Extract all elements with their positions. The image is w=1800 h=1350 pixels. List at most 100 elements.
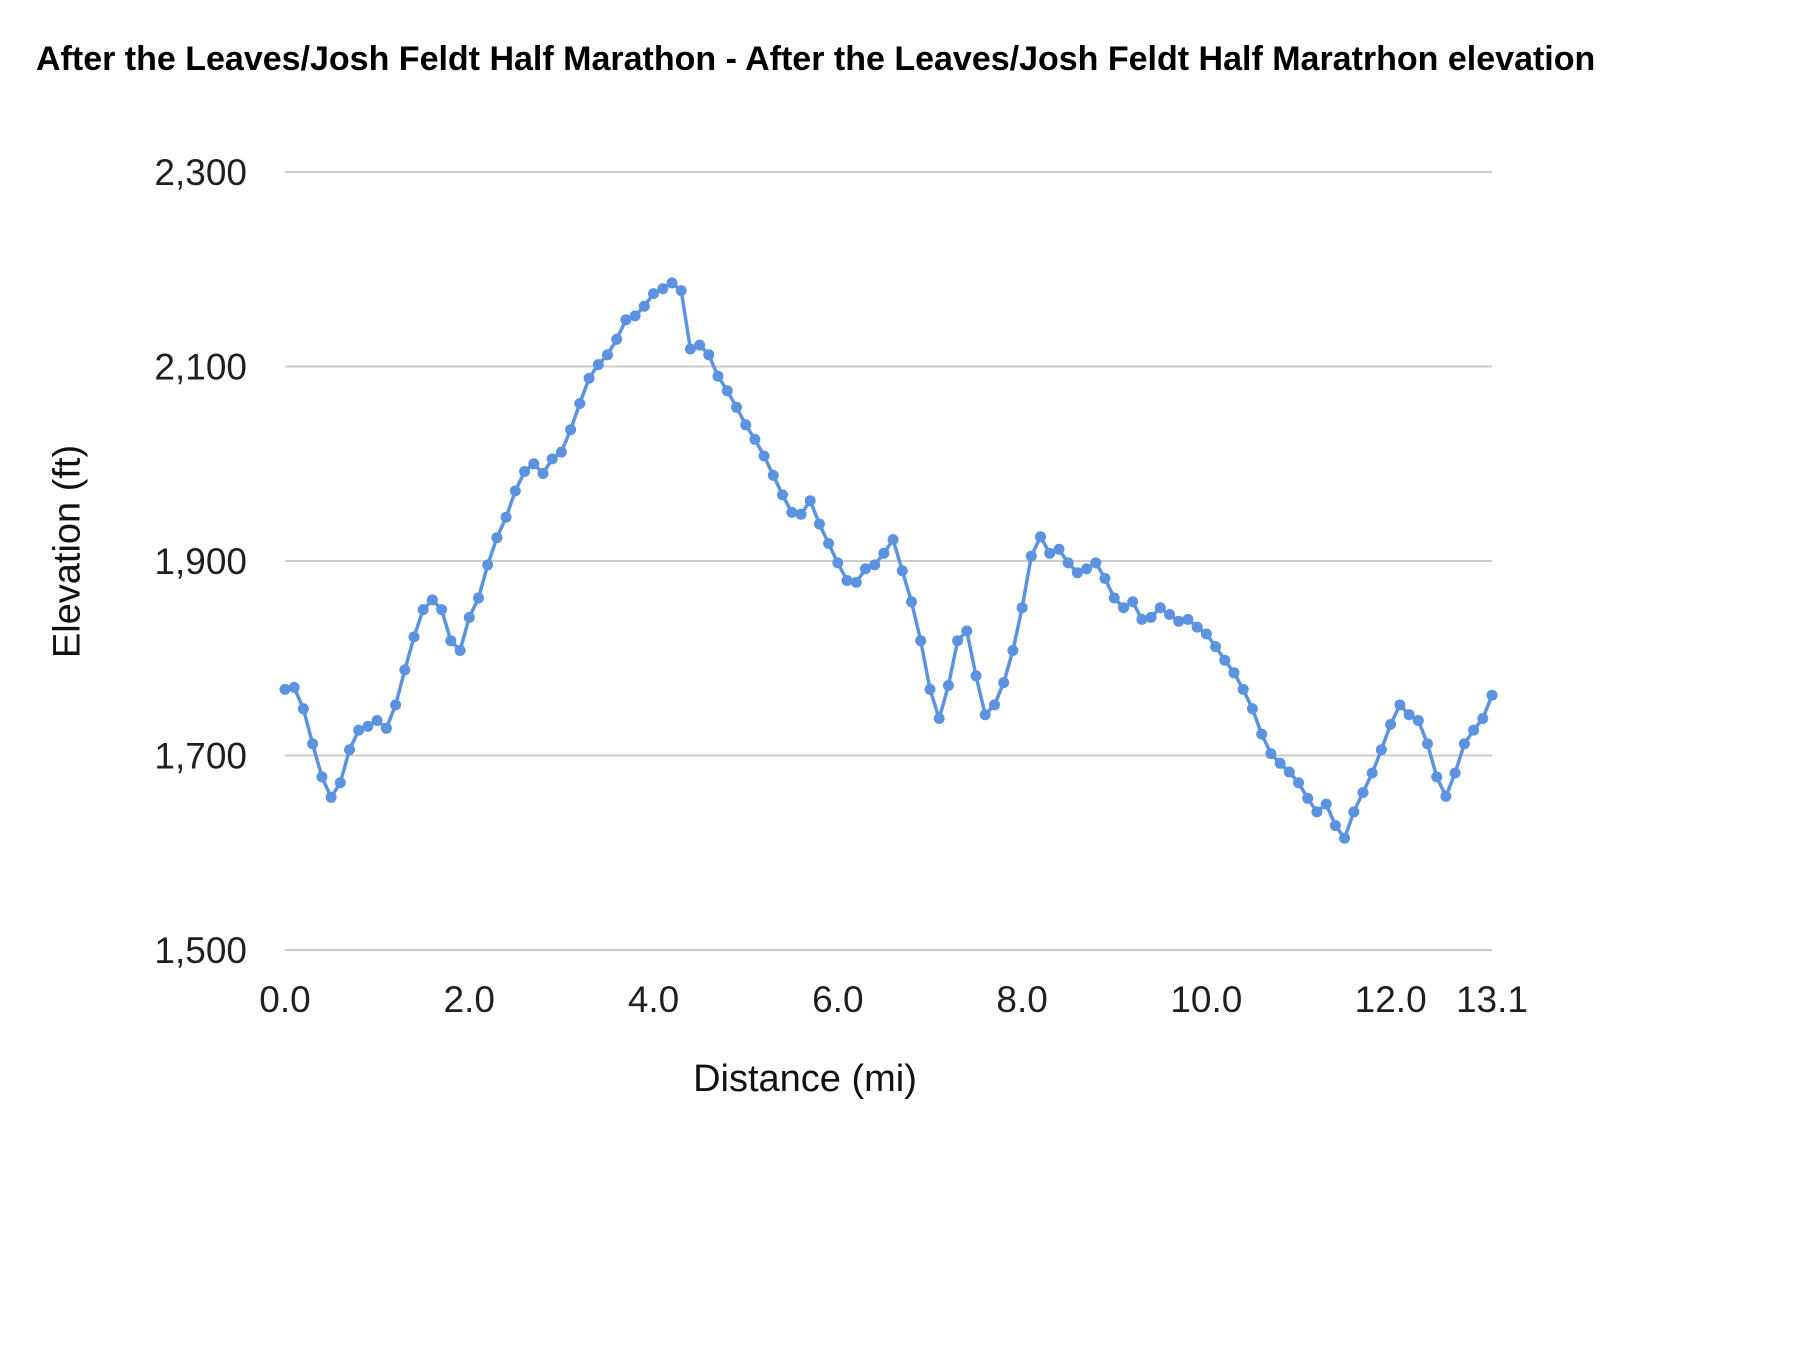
data-point bbox=[344, 744, 355, 756]
data-point bbox=[1173, 615, 1185, 627]
data-point bbox=[1375, 744, 1387, 756]
data-point bbox=[1136, 613, 1148, 625]
data-point bbox=[491, 532, 503, 544]
data-point bbox=[555, 446, 567, 458]
data-point bbox=[602, 349, 613, 361]
data-point bbox=[869, 559, 881, 571]
data-point bbox=[1394, 699, 1406, 711]
data-point bbox=[1440, 790, 1452, 802]
data-point bbox=[1210, 641, 1222, 653]
data-point bbox=[1385, 718, 1397, 730]
data-point bbox=[334, 777, 346, 789]
data-point bbox=[1412, 715, 1424, 726]
data-point bbox=[942, 680, 954, 691]
data-point bbox=[694, 339, 706, 351]
data-point bbox=[970, 670, 982, 682]
data-point bbox=[878, 547, 890, 559]
data-point bbox=[1016, 602, 1028, 614]
data-point bbox=[1302, 792, 1314, 804]
data-point bbox=[583, 372, 595, 384]
data-point bbox=[417, 604, 429, 616]
x-tick-label: 13.1 bbox=[1456, 979, 1528, 1020]
data-point bbox=[989, 699, 1000, 711]
data-point bbox=[749, 433, 761, 445]
data-point bbox=[1329, 820, 1341, 831]
data-point bbox=[786, 506, 798, 518]
data-point bbox=[777, 489, 788, 501]
data-point bbox=[638, 300, 650, 312]
data-point bbox=[611, 333, 623, 345]
data-point bbox=[1025, 550, 1037, 562]
data-point bbox=[1108, 592, 1120, 604]
data-point bbox=[850, 576, 862, 588]
data-point bbox=[767, 469, 779, 481]
data-point bbox=[574, 398, 586, 409]
data-point bbox=[297, 703, 309, 715]
data-point bbox=[1044, 547, 1056, 559]
data-point bbox=[1357, 787, 1369, 798]
y-tick-label: 1,500 bbox=[154, 930, 247, 971]
data-point bbox=[288, 681, 300, 693]
x-axis-title: Distance (mi) bbox=[693, 1058, 917, 1100]
data-point bbox=[353, 724, 365, 736]
data-point bbox=[463, 611, 475, 623]
data-point bbox=[832, 557, 844, 569]
data-point bbox=[473, 592, 484, 604]
data-point bbox=[482, 559, 494, 571]
data-point bbox=[546, 453, 558, 465]
data-point bbox=[1339, 832, 1351, 844]
data-point bbox=[933, 713, 945, 724]
data-point bbox=[860, 563, 871, 575]
data-point bbox=[740, 419, 752, 431]
data-point bbox=[1468, 724, 1480, 736]
data-point bbox=[592, 359, 604, 371]
data-point bbox=[961, 625, 973, 637]
data-point bbox=[1145, 611, 1157, 623]
data-point bbox=[703, 349, 715, 361]
data-point bbox=[537, 468, 549, 479]
data-point bbox=[307, 738, 319, 750]
data-point bbox=[758, 450, 770, 462]
data-point bbox=[1200, 628, 1212, 640]
data-point bbox=[1449, 767, 1461, 779]
data-point bbox=[325, 791, 337, 803]
data-point bbox=[1007, 645, 1019, 656]
data-point bbox=[1164, 609, 1175, 620]
data-point bbox=[1486, 689, 1498, 701]
data-point bbox=[1118, 602, 1129, 614]
data-point bbox=[1127, 596, 1139, 608]
data-point bbox=[1053, 543, 1065, 555]
data-point bbox=[887, 534, 899, 546]
data-point bbox=[813, 518, 825, 530]
data-point bbox=[915, 635, 927, 647]
data-point bbox=[1403, 709, 1415, 721]
data-point bbox=[979, 709, 991, 721]
data-point bbox=[629, 310, 641, 322]
data-point bbox=[620, 314, 632, 326]
x-tick-label: 4.0 bbox=[628, 979, 679, 1020]
data-point bbox=[1477, 713, 1489, 724]
data-point bbox=[1311, 806, 1323, 818]
data-point bbox=[279, 683, 291, 695]
data-point bbox=[952, 635, 964, 647]
y-tick-label: 1,700 bbox=[154, 736, 247, 777]
data-point bbox=[795, 508, 807, 520]
data-point bbox=[1062, 557, 1074, 569]
data-point bbox=[1246, 703, 1258, 715]
y-tick-label: 1,900 bbox=[154, 541, 247, 582]
data-point bbox=[519, 466, 531, 477]
data-point bbox=[841, 575, 853, 586]
x-tick-label: 2.0 bbox=[444, 979, 495, 1020]
x-tick-label: 8.0 bbox=[996, 979, 1047, 1020]
data-point bbox=[1348, 806, 1360, 818]
data-point bbox=[1366, 767, 1378, 779]
data-point bbox=[399, 664, 411, 676]
data-point bbox=[1237, 683, 1249, 695]
data-point bbox=[1274, 757, 1286, 769]
data-point bbox=[1191, 621, 1203, 633]
data-point bbox=[675, 285, 687, 297]
x-tick-label: 10.0 bbox=[1170, 979, 1242, 1020]
data-point bbox=[1422, 738, 1433, 750]
data-point bbox=[731, 401, 742, 413]
